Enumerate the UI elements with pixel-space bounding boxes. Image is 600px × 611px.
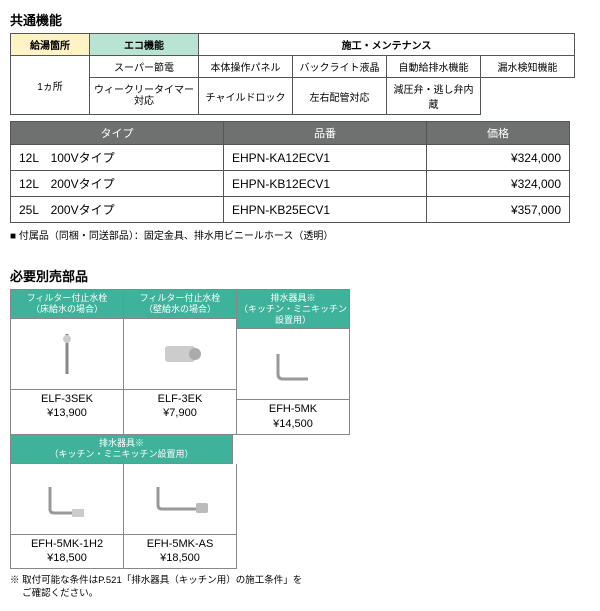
price-th-part: 品番 bbox=[224, 122, 427, 145]
part-model: ELF-3SEK bbox=[11, 392, 123, 406]
part-model: EFH-5MK-1H2 bbox=[11, 537, 123, 551]
parts-row-2-wrap: 排水器具※（キッチン・ミニキッチン設置用） EFH-5MK-1H2 ¥18,50… bbox=[10, 434, 236, 568]
function-table: 給湯箇所 エコ機能 施工・メンテナンス 1ヵ所 スーパー節電 本体操作パネル バ… bbox=[10, 33, 575, 115]
part-model: EFH-5MK bbox=[237, 402, 349, 416]
part-info: ELF-3SEK ¥13,900 bbox=[11, 389, 123, 424]
accessory-note: ■ 付属品（同梱・同送部品）：固定金具、排水用ビニールホース（透明） bbox=[10, 227, 590, 242]
cell-type: 25L 200Vタイプ bbox=[11, 197, 224, 223]
section-title-parts: 必要別売部品 bbox=[10, 266, 590, 285]
cell-price: ¥324,000 bbox=[427, 171, 570, 197]
part-price: ¥14,500 bbox=[237, 417, 349, 431]
part-image-placeholder bbox=[11, 319, 123, 389]
part-info: EFH-5MK ¥14,500 bbox=[237, 399, 349, 434]
part-header-merged: 排水器具※（キッチン・ミニキッチン設置用） bbox=[10, 434, 233, 464]
part-image-placeholder bbox=[124, 319, 236, 389]
func-c3r1c3: 自動給排水機能 bbox=[387, 56, 481, 78]
part-info: EFH-5MK-1H2 ¥18,500 bbox=[11, 534, 123, 569]
parts-row-1: フィルター付止水栓（床給水の場合） ELF-3SEK ¥13,900 フィルター… bbox=[10, 289, 590, 434]
cell-part: EHPN-KA12ECV1 bbox=[224, 145, 427, 171]
part-info: ELF-3EK ¥7,900 bbox=[124, 389, 236, 424]
func-c3r2c2: 左右配管対応 bbox=[293, 78, 387, 115]
part-price: ¥18,500 bbox=[124, 551, 236, 565]
part-card: EFH-5MK-1H2 ¥18,500 bbox=[10, 464, 124, 570]
func-col2-r2: ウィークリータイマー対応 bbox=[90, 78, 199, 115]
parts-row-2: EFH-5MK-1H2 ¥18,500 EFH-5MK-AS ¥18,500 bbox=[10, 464, 236, 569]
func-col2-r1: スーパー節電 bbox=[90, 56, 199, 78]
part-price: ¥18,500 bbox=[11, 551, 123, 565]
table-row: 12L 100Vタイプ EHPN-KA12ECV1 ¥324,000 bbox=[11, 145, 570, 171]
part-model: ELF-3EK bbox=[124, 392, 236, 406]
part-header: 排水器具※（キッチン・ミニキッチン設置用） bbox=[237, 290, 349, 329]
cell-type: 12L 200Vタイプ bbox=[11, 171, 224, 197]
func-c3r1c1: 本体操作パネル bbox=[199, 56, 293, 78]
part-card: フィルター付止水栓（壁給水の場合） ELF-3EK ¥7,900 bbox=[123, 289, 237, 435]
func-col2-header: エコ機能 bbox=[90, 34, 199, 56]
part-price: ¥7,900 bbox=[124, 406, 236, 420]
price-th-type: タイプ bbox=[11, 122, 224, 145]
part-info: EFH-5MK-AS ¥18,500 bbox=[124, 534, 236, 569]
cell-price: ¥324,000 bbox=[427, 145, 570, 171]
price-th-price: 価格 bbox=[427, 122, 570, 145]
part-image-placeholder bbox=[11, 464, 123, 534]
table-row: 25L 200Vタイプ EHPN-KB25ECV1 ¥357,000 bbox=[11, 197, 570, 223]
footnote: ※ 取付可能な条件はP.521「排水器具（キッチン用）の施工条件」を ご確認くだ… bbox=[10, 574, 590, 601]
func-c3r1c4: 漏水検知機能 bbox=[481, 56, 575, 78]
table-row: 12L 200Vタイプ EHPN-KB12ECV1 ¥324,000 bbox=[11, 171, 570, 197]
part-price: ¥13,900 bbox=[11, 406, 123, 420]
part-header: フィルター付止水栓（床給水の場合） bbox=[11, 290, 123, 319]
func-col1-header: 給湯箇所 bbox=[11, 34, 90, 56]
price-table: タイプ 品番 価格 12L 100Vタイプ EHPN-KA12ECV1 ¥324… bbox=[10, 121, 570, 223]
part-card: フィルター付止水栓（床給水の場合） ELF-3SEK ¥13,900 bbox=[10, 289, 124, 435]
cell-part: EHPN-KB12ECV1 bbox=[224, 171, 427, 197]
part-header: フィルター付止水栓（壁給水の場合） bbox=[124, 290, 236, 319]
func-col1-value: 1ヵ所 bbox=[11, 56, 90, 115]
part-model: EFH-5MK-AS bbox=[124, 537, 236, 551]
func-col3-header: 施工・メンテナンス bbox=[199, 34, 575, 56]
func-c3r2c3: 減圧弁・逃し弁内蔵 bbox=[387, 78, 481, 115]
section-title-common: 共通機能 bbox=[10, 10, 590, 29]
cell-price: ¥357,000 bbox=[427, 197, 570, 223]
cell-type: 12L 100Vタイプ bbox=[11, 145, 224, 171]
part-card: EFH-5MK-AS ¥18,500 bbox=[123, 464, 237, 570]
part-image-placeholder bbox=[124, 464, 236, 534]
part-card: 排水器具※（キッチン・ミニキッチン設置用） EFH-5MK ¥14,500 bbox=[236, 289, 350, 435]
cell-part: EHPN-KB25ECV1 bbox=[224, 197, 427, 223]
func-c3r2c1: チャイルドロック bbox=[199, 78, 293, 115]
func-c3r1c2: バックライト液晶 bbox=[293, 56, 387, 78]
part-image-placeholder bbox=[237, 329, 349, 399]
